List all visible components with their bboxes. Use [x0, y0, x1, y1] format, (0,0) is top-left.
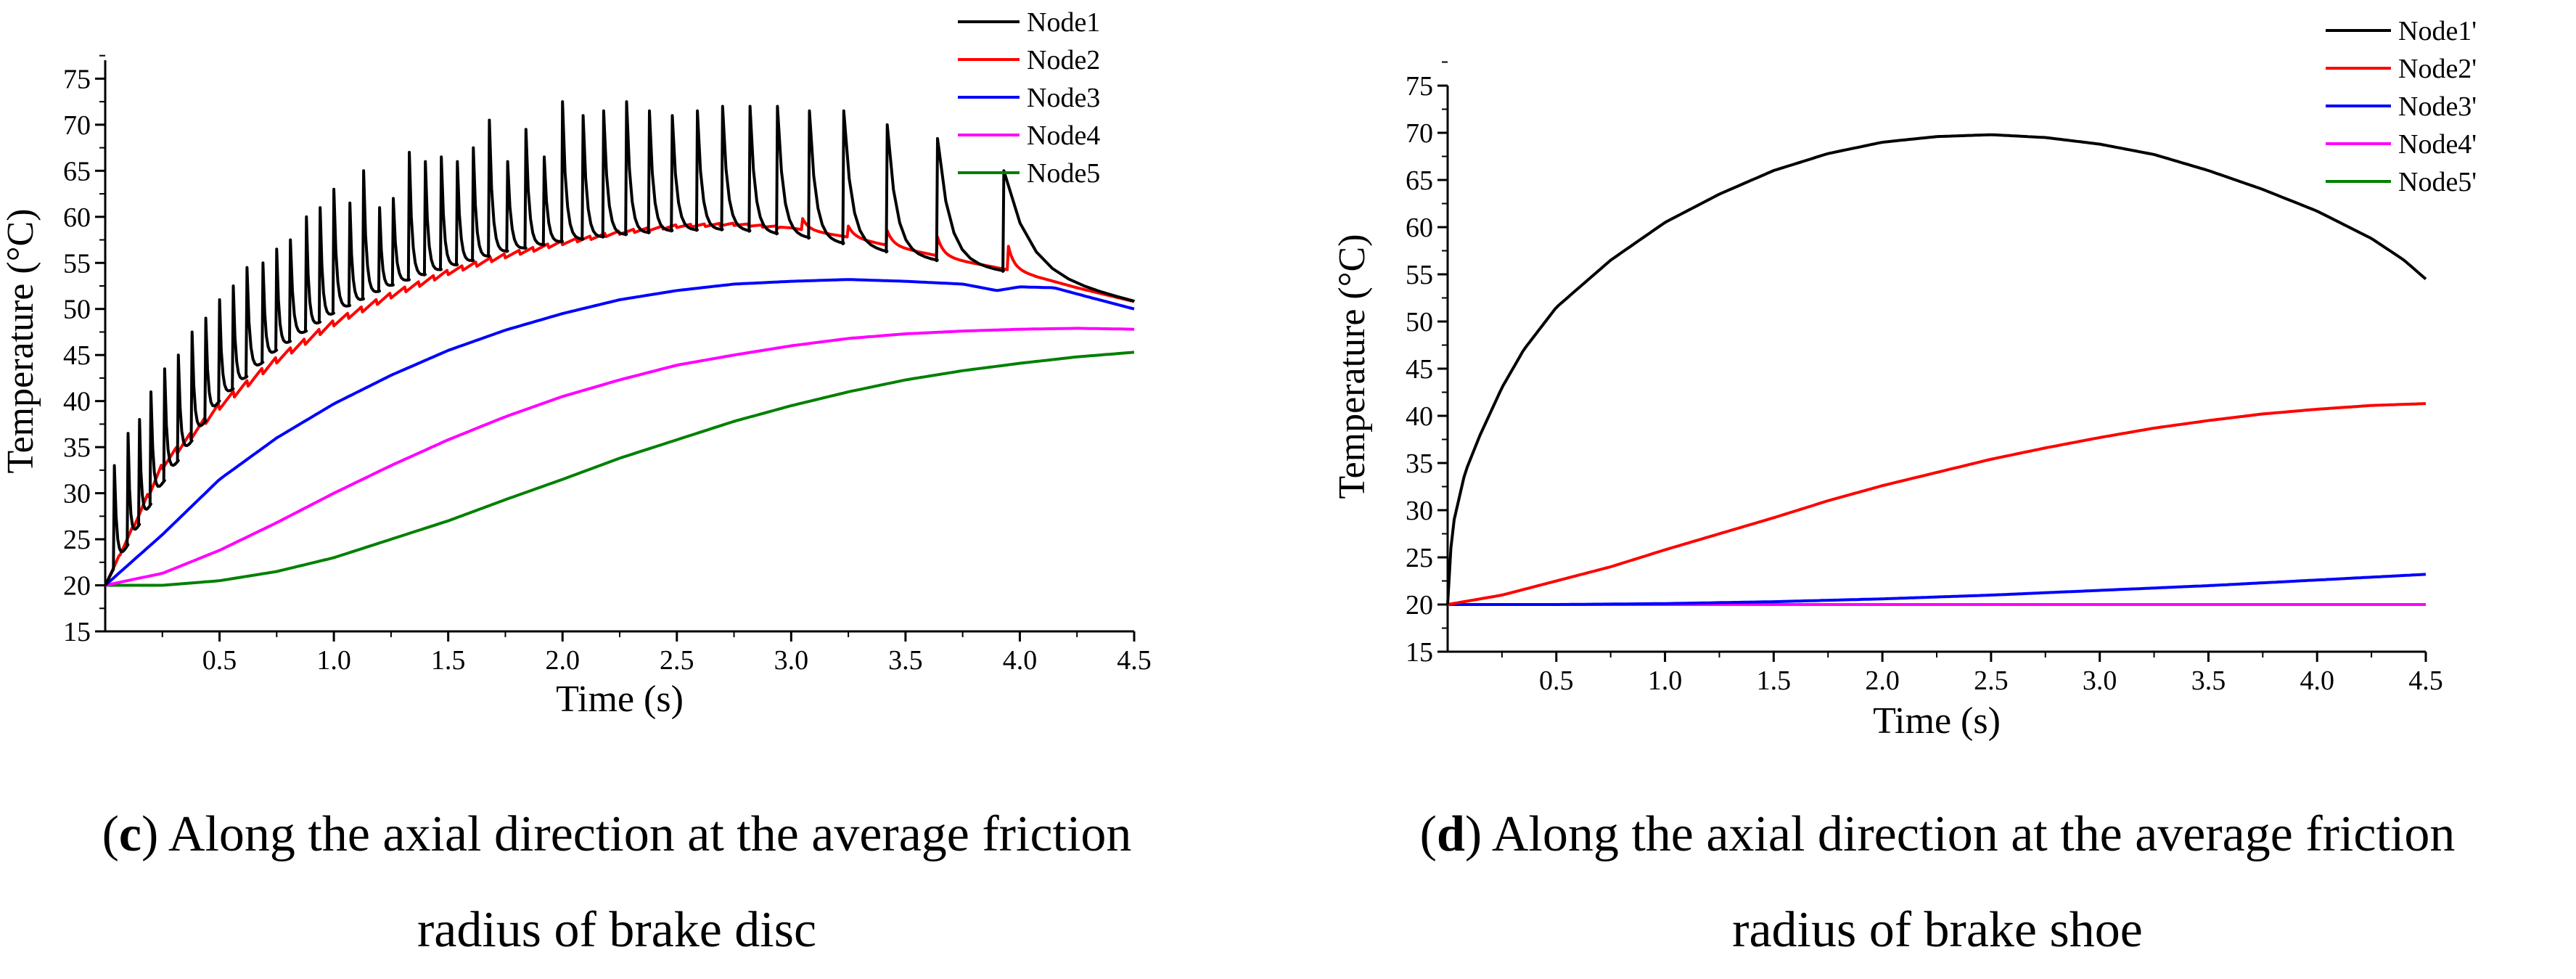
y-axis-label: Temperature (°C) [1332, 234, 1373, 499]
y-tick-label: 20 [63, 571, 91, 602]
panel-d-chart: 15 20 25 30 35 40 45 50 55 60 65 70 75 0.5 1.0 1.5 2.0 2.… [1332, 16, 2477, 742]
x-tick-label: 4.0 [1003, 645, 1038, 676]
y-tick-label: 25 [1406, 543, 1433, 573]
y-tick-label: 30 [63, 479, 91, 509]
x-axis-label: Time (s) [1873, 700, 2001, 742]
panel-d-caption-line2: radius of brake shoe [1732, 902, 2143, 958]
y-tick-label: 75 [1406, 71, 1433, 102]
series-line-node2p [1447, 402, 2427, 606]
y-tick-label: 45 [1406, 354, 1433, 385]
x-tick-label: 4.5 [1117, 645, 1152, 676]
x-tick-label: 2.5 [660, 645, 694, 676]
x-tick-label: 0.5 [1539, 665, 1574, 696]
y-tick-label: 75 [63, 64, 91, 94]
panel-d-caption: (d) Along the axial direction at the ave… [1419, 806, 2456, 862]
legend-label: Node2' [2398, 54, 2477, 84]
y-tick-label: 60 [1406, 213, 1433, 243]
y-tick-label: 65 [63, 156, 91, 187]
y-tick-label: 35 [1406, 448, 1433, 479]
y-tick-label: 20 [1406, 590, 1433, 620]
y-tick-label: 15 [1406, 637, 1433, 668]
panel-c-chart: 15 20 25 30 35 40 45 50 55 60 65 70 75 0.5 1.0 1.5 2.0 2.… [0, 7, 1152, 720]
x-tick-label: 3.5 [2191, 665, 2226, 696]
y-tick-label: 35 [63, 433, 91, 463]
panel-c-caption-2: radius of brake disc [0, 905, 1234, 956]
legend-label: Node3 [1027, 83, 1100, 113]
series-line-node3 [104, 278, 1135, 586]
x-tick-label: 2.5 [1974, 665, 2009, 696]
y-axis-label: Temperature (°C) [0, 208, 41, 473]
x-axis-label: Time (s) [556, 679, 684, 720]
series-line-node3p [1448, 573, 2427, 606]
y-tick-label: 45 [63, 340, 91, 371]
series-line-node1 [104, 100, 1136, 586]
legend-label: Node5' [2398, 167, 2477, 197]
panel-d-caption-line1: Along the axial direction at the average… [1491, 806, 2456, 862]
y-tick-label: 30 [1406, 496, 1433, 526]
y-tick-label: 40 [63, 387, 91, 417]
legend-label: Node2 [1027, 45, 1100, 75]
x-tick-label: 2.0 [545, 645, 580, 676]
legend-label: Node3' [2398, 91, 2477, 122]
panel-c-caption-line1: Along the axial direction at the average… [168, 806, 1132, 862]
x-tick-label: 4.0 [2300, 665, 2334, 696]
y-tick-label: 60 [63, 202, 91, 233]
x-tick-label: 1.5 [431, 645, 466, 676]
panel-c-caption: (c) Along the axial direction at the ave… [102, 806, 1132, 862]
legend-label: Node4' [2398, 129, 2477, 160]
series-line-node5 [105, 351, 1135, 587]
y-tick-label: 50 [63, 295, 91, 325]
x-tick-label: 1.0 [316, 645, 351, 676]
series-line-node1p [1446, 133, 2427, 605]
x-tick-label: 3.0 [774, 645, 809, 676]
y-tick-label: 15 [63, 617, 91, 647]
x-tick-label: 1.5 [1757, 665, 1792, 696]
series-line-node4 [104, 327, 1135, 587]
x-tick-label: 4.5 [2408, 665, 2443, 696]
x-tick-label: 1.0 [1648, 665, 1683, 696]
y-tick-label: 40 [1406, 401, 1433, 432]
y-tick-label: 55 [1406, 260, 1433, 290]
y-tick-label: 70 [1406, 118, 1433, 149]
legend-label: Node1 [1027, 7, 1100, 38]
y-tick-label: 50 [1406, 307, 1433, 337]
panel-c-caption-line2: radius of brake disc [417, 902, 817, 958]
panel-c-letter: c [118, 806, 141, 862]
x-tick-label: 0.5 [202, 645, 237, 676]
legend-label: Node1' [2398, 16, 2477, 46]
y-tick-label: 65 [1406, 165, 1433, 196]
x-tick-label: 3.5 [888, 645, 923, 676]
legend-label: Node5 [1027, 158, 1100, 189]
panel-d-letter: d [1436, 806, 1465, 862]
y-tick-label: 55 [63, 248, 91, 279]
x-tick-label: 3.0 [2083, 665, 2117, 696]
y-tick-label: 25 [63, 525, 91, 555]
y-tick-label: 70 [63, 110, 91, 141]
panel-d-caption-2: radius of brake shoe [1299, 905, 2576, 956]
legend-label: Node4 [1027, 120, 1100, 151]
x-tick-label: 2.0 [1865, 665, 1900, 696]
